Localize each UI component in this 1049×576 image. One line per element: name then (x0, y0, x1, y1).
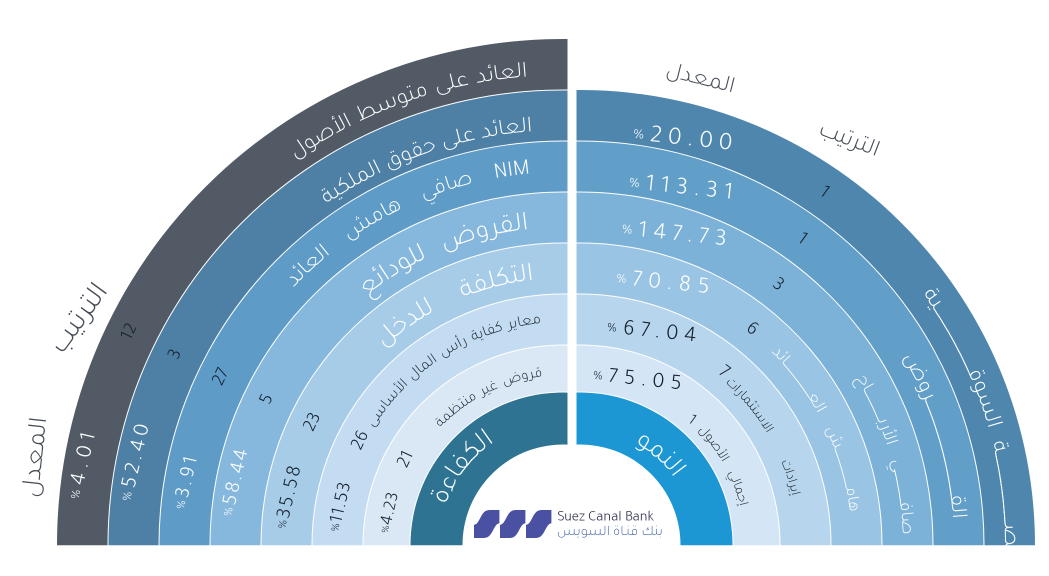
svg-text:بنك قنـاة السويس: بنك قنـاة السويس (557, 525, 663, 541)
svg-text:12: 12 (119, 321, 143, 344)
svg-text:Suez Canal Bank: Suez Canal Bank (557, 511, 655, 527)
svg-text:27: 27 (211, 366, 235, 389)
svg-text:21: 21 (396, 449, 420, 472)
